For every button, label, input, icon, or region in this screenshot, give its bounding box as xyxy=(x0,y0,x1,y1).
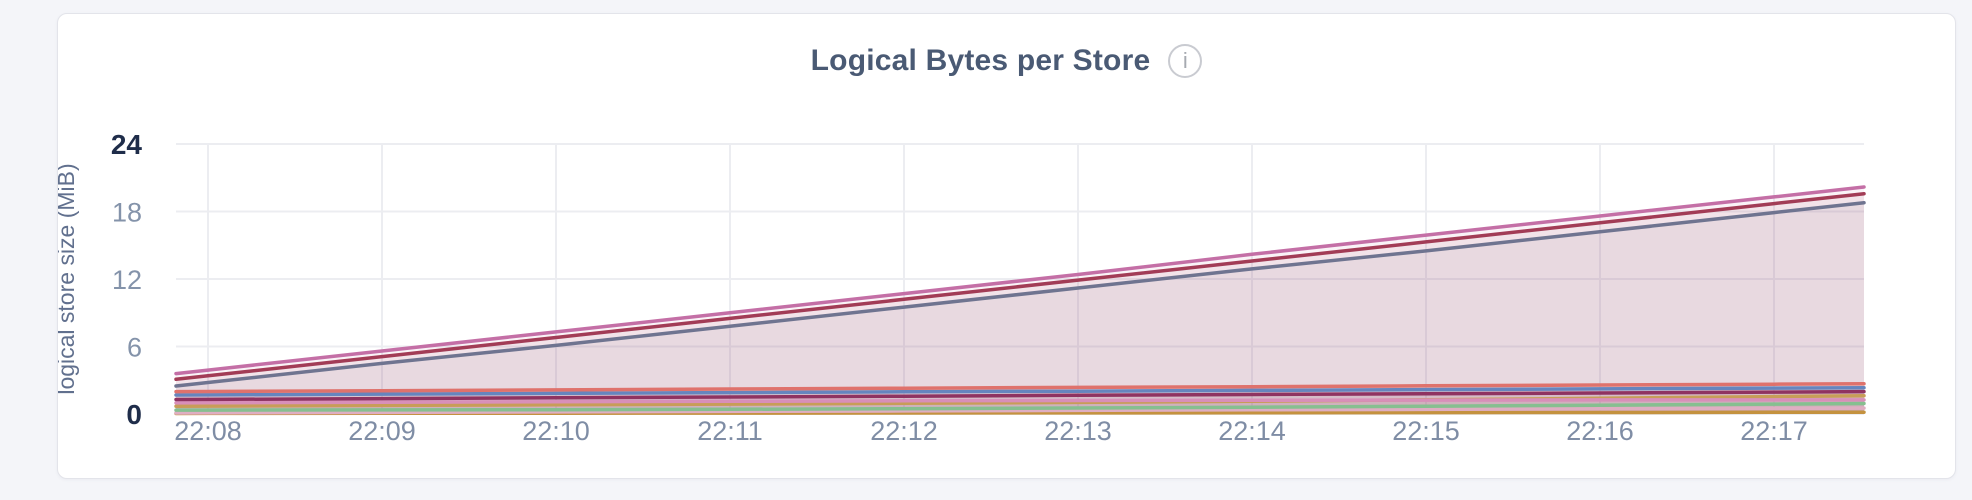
series-line-series-3 xyxy=(174,200,1866,388)
y-tick-label: 0 xyxy=(126,399,142,430)
info-icon[interactable]: i xyxy=(1168,44,1203,78)
y-tick-label: 18 xyxy=(112,198,142,228)
series-area-series-1 xyxy=(176,187,1864,414)
series-line-series-10 xyxy=(174,406,1866,415)
x-tick-label: 22:08 xyxy=(174,416,242,446)
x-tick-label: 22:15 xyxy=(1392,416,1460,446)
series-line-series-5 xyxy=(174,385,1866,397)
series-line-series-7 xyxy=(174,398,1866,405)
x-tick-label: 22:14 xyxy=(1218,416,1286,446)
chart-title: Logical Bytes per Store xyxy=(810,44,1151,77)
series-line-series-1 xyxy=(174,185,1866,376)
series-line-series-6 xyxy=(174,389,1866,402)
x-tick-label: 22:12 xyxy=(870,416,938,446)
x-tick-label: 22:17 xyxy=(1740,416,1808,446)
chart-canvas[interactable]: 22:08 22:09 22:10 22:11 22:12 22:13 22:14 22:15… xyxy=(58,14,1957,480)
y-tick-label: 12 xyxy=(112,265,142,295)
x-tick-label: 22:09 xyxy=(348,416,416,446)
series-line-series-9 xyxy=(174,401,1866,412)
y-axis-title: logical store size (MiB) xyxy=(58,163,79,394)
series-line-series-4 xyxy=(174,382,1866,394)
series-line-series-8 xyxy=(174,393,1866,408)
x-tick-label: 22:11 xyxy=(697,416,763,446)
x-tick-label: 22:16 xyxy=(1566,416,1634,446)
y-tick-label: 6 xyxy=(127,333,142,363)
chart-card: Logical Bytes per Store i 22:08 22:09 22:1… xyxy=(57,13,1956,479)
x-tick-label: 22:10 xyxy=(522,416,590,446)
series-area-series-3 xyxy=(176,202,1864,414)
y-tick-label: 24 xyxy=(111,129,143,160)
chart-header: Logical Bytes per Store i xyxy=(58,44,1955,78)
x-tick-label: 22:13 xyxy=(1044,416,1112,446)
series-line-series-2 xyxy=(174,191,1866,382)
